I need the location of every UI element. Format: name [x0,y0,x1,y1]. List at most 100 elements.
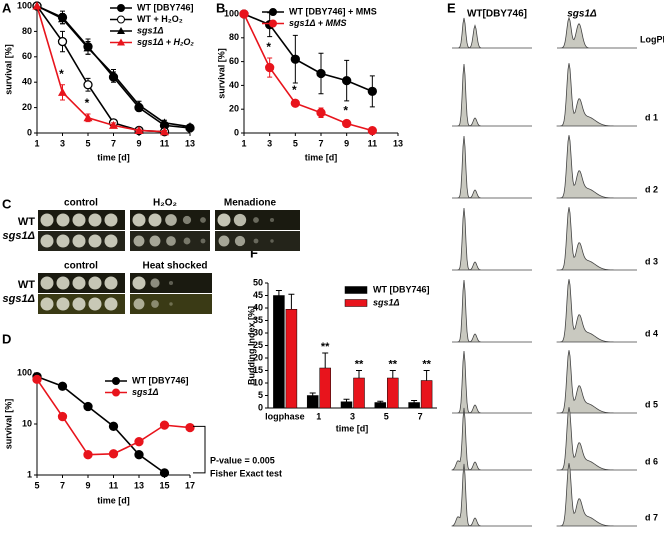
marker [108,421,119,431]
marker [134,437,144,447]
x-tick-label: 5 [293,138,298,148]
marker [32,1,42,10]
colony-spot [270,239,274,243]
colony-spot [133,235,145,247]
y-tick-label: 80 [22,26,32,36]
significance: * [85,96,90,110]
colony-spot [253,238,259,244]
x-tick-label: 13 [393,138,403,148]
series-line [243,13,373,132]
marker [83,80,93,90]
bar [285,309,298,409]
legend-label: WT [DBY746] [373,284,430,294]
x-axis-label: time [d] [336,423,369,433]
colony-spot [40,213,54,227]
colony-spot [88,234,102,248]
bar [408,402,420,409]
y-tick-label: 20 [253,352,263,362]
significance: * [343,103,348,117]
marker [58,14,67,23]
legend-marker [269,8,277,16]
error-bar [322,352,329,368]
colony-spot [166,236,176,246]
significance: ** [422,358,431,370]
panel-label: D [2,331,11,346]
significance: * [59,67,64,81]
marker [159,468,170,478]
marker [108,449,119,459]
legend-label: sgs1Δ [373,297,400,307]
y-tick-label: 60 [22,51,32,61]
colony-spot [148,213,162,227]
marker [57,381,68,391]
bracket [193,425,206,474]
x-tick-label: 7 [111,138,116,148]
column-label: Heat shocked [142,261,207,272]
x-tick-label: 5 [384,411,389,421]
y-tick-label: 20 [229,104,239,114]
x-tick-label: 15 [159,480,169,490]
x-axis-label: time [d] [97,495,130,505]
x-tick-label: logphase [265,411,305,421]
legend-marker [117,15,125,24]
error-bar [423,370,430,381]
marker [32,374,42,385]
column-label: WT[DBY746] [467,9,527,20]
error-bar [309,392,316,396]
bar [353,377,365,409]
legend-marker [117,38,125,46]
row-label: d 5 [645,399,658,409]
legend-label: sgs1Δ [137,25,164,35]
y-tick-label: 0 [234,127,239,137]
y-tick-label: 25 [253,340,263,350]
colony-spot [165,214,177,226]
legend-swatch [344,286,368,294]
error-bar [377,400,384,403]
y-axis-label: survival [%] [3,399,13,450]
x-tick-label: 11 [160,138,170,148]
colony-spot [40,276,54,290]
marker [185,122,195,131]
y-tick-label: 50 [253,277,263,287]
marker [367,125,377,136]
series-line [36,5,165,133]
legend-label: WT [DBY746] [137,2,194,12]
plate-image [130,273,212,293]
marker [83,401,93,412]
colony-spot [151,300,159,308]
x-tick-label: 1 [316,411,321,421]
y-tick-label: 60 [229,56,239,66]
x-tick-label: 11 [109,480,119,490]
annotation: P-value = 0.005 [210,455,275,465]
marker [134,100,144,109]
y-tick-label: 0 [258,402,263,412]
y-tick-label: 1 [27,469,32,479]
x-axis-label: time [d] [305,152,338,162]
y-tick-label: 10 [22,418,32,428]
y-tick-label: 40 [22,77,32,87]
x-tick-label: 9 [344,138,349,148]
colony-spot [88,297,102,311]
x-tick-label: 3 [267,138,272,148]
marker [342,75,352,86]
colony-spot [183,237,191,245]
y-axis-label: survival [%] [3,44,13,95]
legend-label: WT [DBY746] [132,375,189,385]
y-tick-label: 45 [253,290,263,300]
colony-spot [72,276,86,290]
column-label: sgs1Δ [567,9,597,20]
row-label: sgs1Δ [3,293,35,305]
y-tick-label: 35 [253,315,263,325]
colony-spot [233,213,247,227]
colony-spot [253,217,259,223]
colony-spot [88,213,102,227]
plate-image [215,210,300,230]
colony-spot [40,234,54,248]
y-tick-label: 100 [17,0,32,10]
marker [265,62,275,73]
row-label: sgs1Δ [3,230,35,242]
significance: ** [321,341,330,353]
bar [273,295,285,409]
colony-spot [72,213,86,227]
